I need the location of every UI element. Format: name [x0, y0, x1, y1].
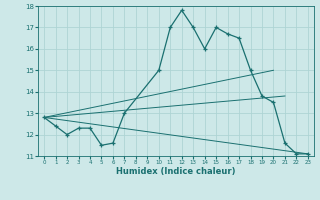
X-axis label: Humidex (Indice chaleur): Humidex (Indice chaleur): [116, 167, 236, 176]
